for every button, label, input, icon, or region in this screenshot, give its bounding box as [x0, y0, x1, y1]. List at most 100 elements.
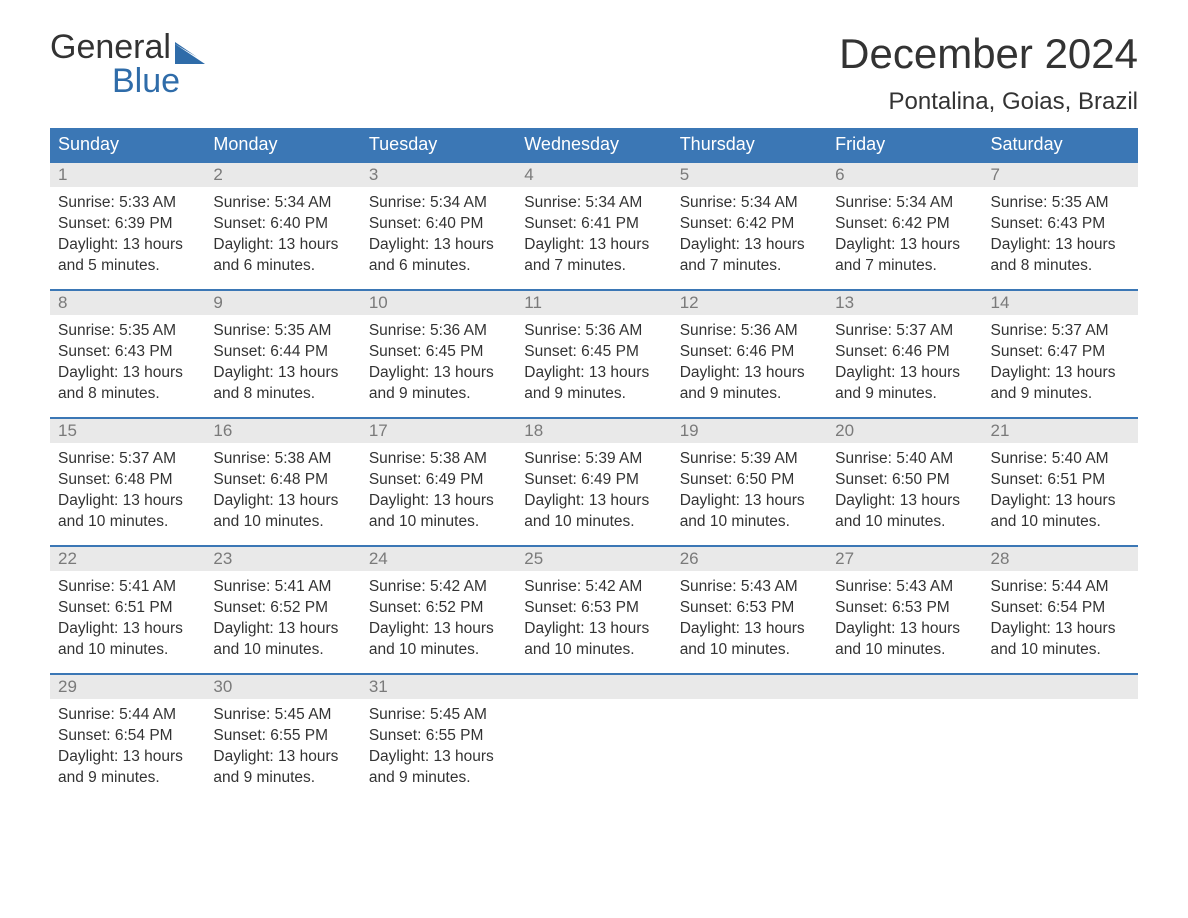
calendar-cell: 16Sunrise: 5:38 AMSunset: 6:48 PMDayligh…: [205, 417, 360, 545]
sunrise-text: Sunrise: 5:41 AM: [58, 577, 197, 598]
calendar-cell: 3Sunrise: 5:34 AMSunset: 6:40 PMDaylight…: [361, 161, 516, 289]
day-wrap: 3Sunrise: 5:34 AMSunset: 6:40 PMDaylight…: [361, 161, 516, 287]
day-body: Sunrise: 5:37 AMSunset: 6:47 PMDaylight:…: [983, 315, 1138, 415]
daylight2-text: and 8 minutes.: [213, 384, 352, 405]
calendar-cell: 4Sunrise: 5:34 AMSunset: 6:41 PMDaylight…: [516, 161, 671, 289]
day-number: 21: [983, 419, 1138, 443]
calendar-cell: 7Sunrise: 5:35 AMSunset: 6:43 PMDaylight…: [983, 161, 1138, 289]
calendar-cell: [516, 673, 671, 801]
daylight1-text: Daylight: 13 hours: [991, 619, 1130, 640]
sunrise-text: Sunrise: 5:41 AM: [213, 577, 352, 598]
daylight1-text: Daylight: 13 hours: [213, 619, 352, 640]
sunrise-text: Sunrise: 5:42 AM: [369, 577, 508, 598]
sunset-text: Sunset: 6:45 PM: [369, 342, 508, 363]
day-wrap: 18Sunrise: 5:39 AMSunset: 6:49 PMDayligh…: [516, 417, 671, 543]
location: Pontalina, Goias, Brazil: [839, 88, 1138, 116]
daylight2-text: and 9 minutes.: [524, 384, 663, 405]
sunset-text: Sunset: 6:53 PM: [835, 598, 974, 619]
day-body: Sunrise: 5:45 AMSunset: 6:55 PMDaylight:…: [205, 699, 360, 799]
daylight1-text: Daylight: 13 hours: [680, 619, 819, 640]
sunset-text: Sunset: 6:54 PM: [58, 726, 197, 747]
sunset-text: Sunset: 6:55 PM: [369, 726, 508, 747]
day-number: 15: [50, 419, 205, 443]
day-body: Sunrise: 5:44 AMSunset: 6:54 PMDaylight:…: [983, 571, 1138, 671]
daylight2-text: and 10 minutes.: [369, 512, 508, 533]
day-number: 9: [205, 291, 360, 315]
sunrise-text: Sunrise: 5:33 AM: [58, 193, 197, 214]
day-number: 3: [361, 163, 516, 187]
daylight2-text: and 6 minutes.: [213, 256, 352, 277]
day-body: Sunrise: 5:34 AMSunset: 6:41 PMDaylight:…: [516, 187, 671, 287]
daylight1-text: Daylight: 13 hours: [835, 235, 974, 256]
calendar-row: 15Sunrise: 5:37 AMSunset: 6:48 PMDayligh…: [50, 417, 1138, 545]
daylight2-text: and 5 minutes.: [58, 256, 197, 277]
day-body: Sunrise: 5:42 AMSunset: 6:53 PMDaylight:…: [516, 571, 671, 671]
weekday-header: Tuesday: [361, 128, 516, 161]
daylight1-text: Daylight: 13 hours: [991, 491, 1130, 512]
day-body: Sunrise: 5:38 AMSunset: 6:48 PMDaylight:…: [205, 443, 360, 543]
daylight1-text: Daylight: 13 hours: [524, 235, 663, 256]
calendar-cell: 12Sunrise: 5:36 AMSunset: 6:46 PMDayligh…: [672, 289, 827, 417]
day-number: 11: [516, 291, 671, 315]
sunset-text: Sunset: 6:43 PM: [58, 342, 197, 363]
day-body: Sunrise: 5:34 AMSunset: 6:40 PMDaylight:…: [205, 187, 360, 287]
day-wrap: 4Sunrise: 5:34 AMSunset: 6:41 PMDaylight…: [516, 161, 671, 287]
calendar-cell: 6Sunrise: 5:34 AMSunset: 6:42 PMDaylight…: [827, 161, 982, 289]
day-number: 7: [983, 163, 1138, 187]
daylight1-text: Daylight: 13 hours: [680, 491, 819, 512]
sunset-text: Sunset: 6:53 PM: [680, 598, 819, 619]
day-body: Sunrise: 5:40 AMSunset: 6:50 PMDaylight:…: [827, 443, 982, 543]
calendar-cell: 5Sunrise: 5:34 AMSunset: 6:42 PMDaylight…: [672, 161, 827, 289]
day-wrap: 22Sunrise: 5:41 AMSunset: 6:51 PMDayligh…: [50, 545, 205, 671]
sunset-text: Sunset: 6:55 PM: [213, 726, 352, 747]
weekday-header: Thursday: [672, 128, 827, 161]
day-number: [516, 675, 671, 699]
sunrise-text: Sunrise: 5:34 AM: [213, 193, 352, 214]
day-wrap: 15Sunrise: 5:37 AMSunset: 6:48 PMDayligh…: [50, 417, 205, 543]
day-body: Sunrise: 5:37 AMSunset: 6:46 PMDaylight:…: [827, 315, 982, 415]
sunrise-text: Sunrise: 5:38 AM: [369, 449, 508, 470]
day-number: [672, 675, 827, 699]
day-wrap: [827, 673, 982, 699]
day-number: 16: [205, 419, 360, 443]
logo-flag-icon: [175, 42, 205, 64]
weekday-header: Sunday: [50, 128, 205, 161]
day-wrap: 12Sunrise: 5:36 AMSunset: 6:46 PMDayligh…: [672, 289, 827, 415]
day-body: Sunrise: 5:35 AMSunset: 6:43 PMDaylight:…: [50, 315, 205, 415]
day-wrap: 29Sunrise: 5:44 AMSunset: 6:54 PMDayligh…: [50, 673, 205, 799]
day-wrap: 24Sunrise: 5:42 AMSunset: 6:52 PMDayligh…: [361, 545, 516, 671]
daylight1-text: Daylight: 13 hours: [524, 363, 663, 384]
daylight2-text: and 9 minutes.: [835, 384, 974, 405]
day-wrap: 28Sunrise: 5:44 AMSunset: 6:54 PMDayligh…: [983, 545, 1138, 671]
sunset-text: Sunset: 6:51 PM: [991, 470, 1130, 491]
daylight2-text: and 10 minutes.: [991, 512, 1130, 533]
sunset-text: Sunset: 6:48 PM: [58, 470, 197, 491]
day-body: Sunrise: 5:34 AMSunset: 6:42 PMDaylight:…: [672, 187, 827, 287]
calendar-cell: 31Sunrise: 5:45 AMSunset: 6:55 PMDayligh…: [361, 673, 516, 801]
day-wrap: 23Sunrise: 5:41 AMSunset: 6:52 PMDayligh…: [205, 545, 360, 671]
sunrise-text: Sunrise: 5:44 AM: [991, 577, 1130, 598]
daylight2-text: and 10 minutes.: [835, 512, 974, 533]
day-number: 18: [516, 419, 671, 443]
calendar-cell: 26Sunrise: 5:43 AMSunset: 6:53 PMDayligh…: [672, 545, 827, 673]
day-wrap: 25Sunrise: 5:42 AMSunset: 6:53 PMDayligh…: [516, 545, 671, 671]
calendar-cell: 14Sunrise: 5:37 AMSunset: 6:47 PMDayligh…: [983, 289, 1138, 417]
day-body: Sunrise: 5:37 AMSunset: 6:48 PMDaylight:…: [50, 443, 205, 543]
day-body: Sunrise: 5:39 AMSunset: 6:50 PMDaylight:…: [672, 443, 827, 543]
sunrise-text: Sunrise: 5:37 AM: [991, 321, 1130, 342]
day-number: 22: [50, 547, 205, 571]
daylight1-text: Daylight: 13 hours: [58, 491, 197, 512]
daylight1-text: Daylight: 13 hours: [369, 619, 508, 640]
day-body: Sunrise: 5:40 AMSunset: 6:51 PMDaylight:…: [983, 443, 1138, 543]
daylight1-text: Daylight: 13 hours: [213, 235, 352, 256]
sunset-text: Sunset: 6:50 PM: [835, 470, 974, 491]
daylight2-text: and 9 minutes.: [213, 768, 352, 789]
daylight2-text: and 9 minutes.: [369, 384, 508, 405]
daylight2-text: and 10 minutes.: [680, 512, 819, 533]
day-number: 14: [983, 291, 1138, 315]
day-number: 2: [205, 163, 360, 187]
daylight1-text: Daylight: 13 hours: [680, 235, 819, 256]
weekday-header: Saturday: [983, 128, 1138, 161]
day-wrap: 13Sunrise: 5:37 AMSunset: 6:46 PMDayligh…: [827, 289, 982, 415]
daylight1-text: Daylight: 13 hours: [524, 619, 663, 640]
